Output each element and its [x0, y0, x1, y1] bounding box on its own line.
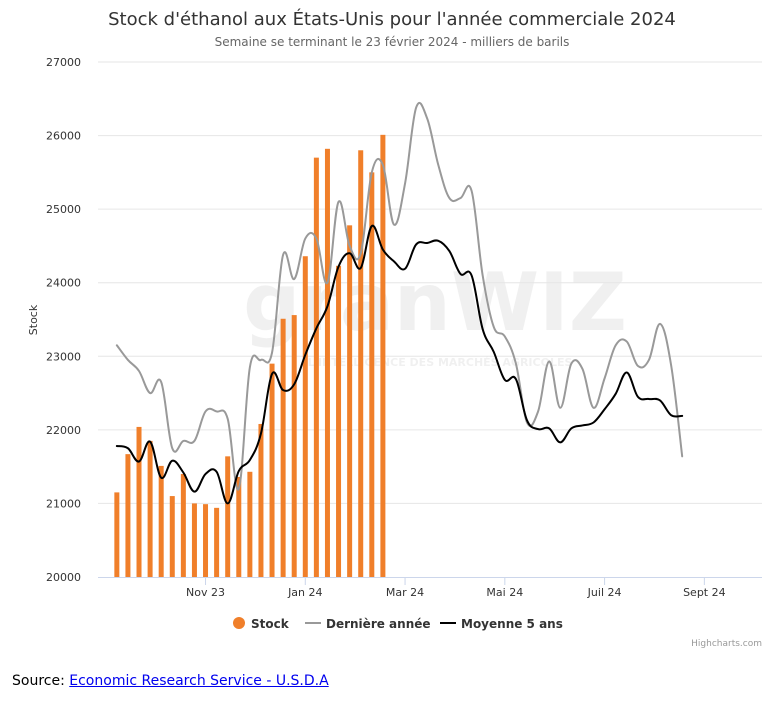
y-tick-label: 27000 — [46, 56, 81, 69]
legend-stock-marker-icon — [233, 617, 245, 629]
y-tick-label: 21000 — [46, 497, 81, 510]
stock-bar[interactable] — [258, 423, 264, 577]
legend-last-year-label: Dernière année — [326, 617, 431, 631]
legend-item-five-year-avg[interactable]: Moyenne 5 ans — [440, 617, 563, 631]
legend-five-year-avg-label: Moyenne 5 ans — [461, 617, 563, 631]
stock-bar[interactable] — [136, 426, 142, 577]
stock-bar[interactable] — [191, 503, 197, 577]
watermark-logo-text: granWIZ — [243, 256, 627, 349]
y-axis-title: Stock — [27, 304, 40, 335]
last-year-line[interactable] — [115, 101, 684, 491]
stock-bar[interactable] — [269, 363, 275, 577]
stock-bars — [114, 134, 386, 578]
highcharts-credits[interactable]: Highcharts.com — [691, 639, 762, 649]
stock-bar[interactable] — [225, 456, 231, 577]
source-link[interactable]: Economic Research Service - U.S.D.A — [69, 673, 329, 689]
stock-bar[interactable] — [358, 150, 364, 578]
stock-bar[interactable] — [313, 157, 319, 577]
y-tick-label: 24000 — [46, 277, 81, 290]
stock-bar[interactable] — [147, 440, 153, 577]
y-tick-label: 25000 — [46, 203, 81, 216]
stock-bar[interactable] — [302, 256, 308, 577]
y-tick-label: 23000 — [46, 350, 81, 363]
x-axis: Nov 23 Jan 24 Mar 24 Mai 24 Juil 24 Sept 24 — [98, 577, 762, 599]
y-tick-label: 26000 — [46, 130, 81, 143]
y-tick-label: 20000 — [46, 571, 81, 584]
stock-bar[interactable] — [336, 265, 342, 577]
stock-bar[interactable] — [125, 454, 131, 577]
legend: Stock Dernière année Moyenne 5 ans — [233, 617, 563, 631]
x-tick-label: Jan 24 — [287, 586, 322, 599]
chart-title: Stock d'éthanol aux États-Unis pour l'an… — [108, 8, 676, 30]
stock-bar[interactable] — [203, 504, 209, 577]
x-tick-label: Sept 24 — [683, 586, 726, 599]
x-tick-label: Mar 24 — [386, 586, 424, 599]
y-tick-label: 22000 — [46, 424, 81, 437]
legend-item-last-year[interactable]: Dernière année — [305, 617, 431, 631]
source-prefix: Source: — [12, 673, 70, 689]
stock-bar[interactable] — [236, 476, 242, 577]
ethanol-stock-chart: Stock d'éthanol aux États-Unis pour l'an… — [27, 8, 762, 649]
legend-item-stock[interactable]: Stock — [233, 617, 290, 631]
legend-stock-label: Stock — [251, 617, 290, 631]
stock-bar[interactable] — [291, 315, 297, 577]
chart-subtitle: Semaine se terminant le 23 février 2024 … — [215, 35, 570, 49]
stock-bar[interactable] — [324, 148, 330, 578]
source-line: Source: Economic Research Service - U.S.… — [12, 673, 329, 689]
series-lines — [115, 101, 684, 505]
x-tick-label: Juil 24 — [587, 586, 622, 599]
watermark: granWIZ L'INTELLIGENCE DES MARCHÉS AGRIC… — [243, 256, 627, 369]
stock-bar[interactable] — [280, 318, 286, 577]
five-year-avg-line[interactable] — [115, 224, 684, 505]
stock-bar[interactable] — [180, 474, 186, 577]
stock-bar[interactable] — [158, 465, 164, 577]
y-axis: 20000 21000 22000 23000 24000 25000 26000 27000 — [46, 56, 81, 584]
stock-bar[interactable] — [347, 225, 353, 578]
x-tick-label: Mai 24 — [486, 586, 523, 599]
stock-bar[interactable] — [247, 471, 253, 577]
x-tick-label: Nov 23 — [186, 586, 225, 599]
stock-bar[interactable] — [114, 492, 120, 577]
chart-svg: Stock d'éthanol aux États-Unis pour l'an… — [27, 8, 762, 649]
stock-bar[interactable] — [169, 496, 175, 577]
stock-bar[interactable] — [369, 172, 375, 577]
stock-bar[interactable] — [214, 507, 220, 577]
stock-bar[interactable] — [380, 134, 386, 578]
